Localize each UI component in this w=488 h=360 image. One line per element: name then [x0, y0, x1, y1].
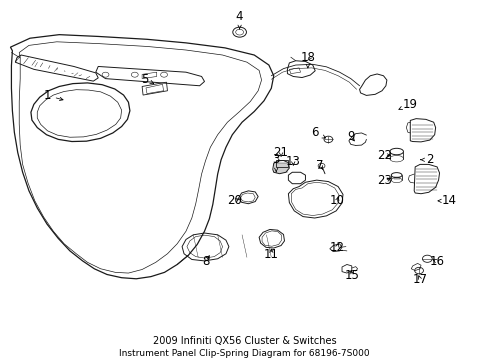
Text: 19: 19	[398, 98, 417, 111]
Text: 9: 9	[346, 130, 354, 143]
Text: 3: 3	[272, 153, 279, 172]
Text: 10: 10	[329, 194, 344, 207]
Text: 16: 16	[429, 255, 444, 268]
Text: 11: 11	[264, 248, 278, 261]
Text: 23: 23	[376, 174, 391, 187]
Text: 20: 20	[227, 194, 242, 207]
Text: 2: 2	[420, 153, 433, 166]
Text: 14: 14	[437, 194, 456, 207]
Text: 13: 13	[285, 155, 300, 168]
Text: 5: 5	[141, 73, 153, 86]
Text: 12: 12	[329, 241, 344, 254]
Text: 1: 1	[43, 89, 63, 102]
Bar	[276, 160, 288, 167]
Text: 22: 22	[376, 149, 391, 162]
Text: 4: 4	[235, 10, 243, 29]
Text: 17: 17	[412, 273, 427, 286]
Text: 18: 18	[300, 51, 315, 68]
Text: 8: 8	[202, 255, 209, 268]
Text: 15: 15	[344, 269, 359, 283]
Text: 2009 Infiniti QX56 Cluster & Switches: 2009 Infiniti QX56 Cluster & Switches	[152, 336, 336, 346]
Text: 21: 21	[273, 146, 288, 159]
Text: Instrument Panel Clip-Spring Diagram for 68196-7S000: Instrument Panel Clip-Spring Diagram for…	[119, 349, 369, 358]
Text: 7: 7	[316, 159, 323, 172]
Text: 6: 6	[311, 126, 325, 139]
